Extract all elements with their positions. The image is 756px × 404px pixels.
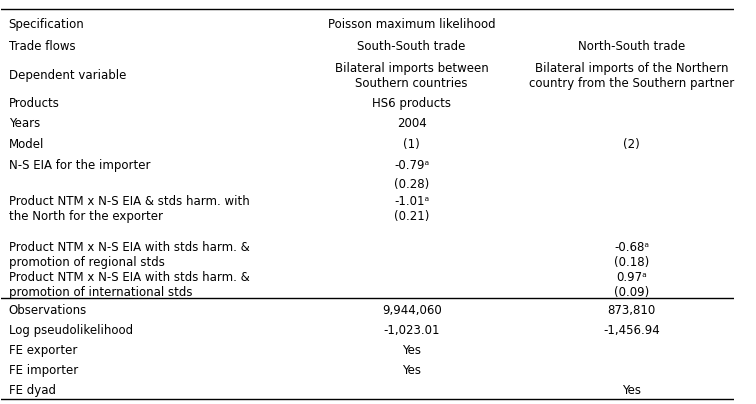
Text: (0.28): (0.28) bbox=[394, 179, 429, 191]
Text: Yes: Yes bbox=[622, 384, 641, 397]
Text: Product NTM x N-S EIA & stds harm. with
the North for the exporter: Product NTM x N-S EIA & stds harm. with … bbox=[9, 195, 249, 223]
Text: -0.68ᵃ
(0.18): -0.68ᵃ (0.18) bbox=[614, 241, 649, 269]
Text: Products: Products bbox=[9, 97, 60, 110]
Text: HS6 products: HS6 products bbox=[372, 97, 451, 110]
Text: (1): (1) bbox=[403, 138, 420, 152]
Text: (2): (2) bbox=[623, 138, 640, 152]
Text: 9,944,060: 9,944,060 bbox=[382, 304, 442, 317]
Text: -0.79ᵃ: -0.79ᵃ bbox=[394, 160, 429, 173]
Text: -1.01ᵃ
(0.21): -1.01ᵃ (0.21) bbox=[394, 195, 429, 223]
Text: 0.97ᵃ
(0.09): 0.97ᵃ (0.09) bbox=[614, 271, 649, 299]
Text: Poisson maximum likelihood: Poisson maximum likelihood bbox=[328, 18, 495, 31]
Text: Product NTM x N-S EIA with stds harm. &
promotion of regional stds: Product NTM x N-S EIA with stds harm. & … bbox=[9, 241, 249, 269]
Text: Product NTM x N-S EIA with stds harm. &
promotion of international stds: Product NTM x N-S EIA with stds harm. & … bbox=[9, 271, 249, 299]
Text: N-S EIA for the importer: N-S EIA for the importer bbox=[9, 160, 150, 173]
Text: FE exporter: FE exporter bbox=[9, 344, 77, 357]
Text: Trade flows: Trade flows bbox=[9, 40, 76, 53]
Text: Model: Model bbox=[9, 138, 44, 152]
Text: Years: Years bbox=[9, 117, 40, 130]
Text: -1,023.01: -1,023.01 bbox=[383, 324, 440, 337]
Text: -1,456.94: -1,456.94 bbox=[603, 324, 660, 337]
Text: North-South trade: North-South trade bbox=[578, 40, 685, 53]
Text: Observations: Observations bbox=[9, 304, 87, 317]
Text: FE importer: FE importer bbox=[9, 364, 78, 377]
Text: Bilateral imports between
Southern countries: Bilateral imports between Southern count… bbox=[335, 62, 488, 90]
Text: Specification: Specification bbox=[9, 18, 85, 31]
Text: Yes: Yes bbox=[402, 344, 421, 357]
Text: Yes: Yes bbox=[402, 364, 421, 377]
Text: 2004: 2004 bbox=[397, 117, 426, 130]
Text: FE dyad: FE dyad bbox=[9, 384, 56, 397]
Text: Dependent variable: Dependent variable bbox=[9, 69, 126, 82]
Text: South-South trade: South-South trade bbox=[358, 40, 466, 53]
Text: Bilateral imports of the Northern
country from the Southern partner: Bilateral imports of the Northern countr… bbox=[528, 62, 734, 90]
Text: 873,810: 873,810 bbox=[607, 304, 655, 317]
Text: Log pseudolikelihood: Log pseudolikelihood bbox=[9, 324, 133, 337]
